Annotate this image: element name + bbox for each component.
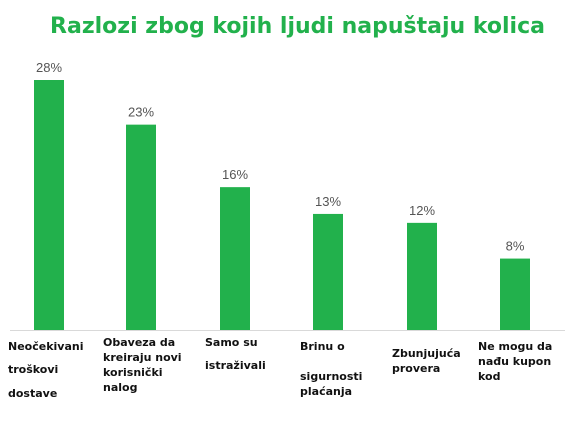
category-label-2: Obaveza da kreiraju novi korisnički nalog <box>103 336 182 394</box>
value-label-group: 28% 23% 16% 13% 12% 8% <box>36 60 525 254</box>
category-label-3: Samo su istraživali <box>205 336 266 372</box>
value-label-6: 8% <box>506 239 525 254</box>
value-label-1: 28% <box>36 60 62 75</box>
value-label-5: 12% <box>409 203 435 218</box>
bar-group <box>34 80 530 331</box>
bar-3 <box>220 187 250 330</box>
value-label-2: 23% <box>128 105 154 120</box>
category-label-5: Zbunjujuća provera <box>392 347 461 375</box>
bar-2 <box>126 124 156 331</box>
category-label-4: Brinu o sigurnosti plaćanja <box>300 340 363 398</box>
chart-title: Razlozi zbog kojih ljudi napuštaju kolic… <box>50 14 545 39</box>
bar-5 <box>407 222 437 330</box>
category-label-6: Ne mogu da nađu kupon kod <box>478 340 553 383</box>
value-label-3: 16% <box>222 167 248 182</box>
value-label-4: 13% <box>315 194 341 209</box>
bar-6 <box>500 258 530 330</box>
bar-1 <box>34 80 64 330</box>
category-label-1: Neočekivani troškovi dostave <box>8 340 84 400</box>
bar-4 <box>313 213 343 330</box>
